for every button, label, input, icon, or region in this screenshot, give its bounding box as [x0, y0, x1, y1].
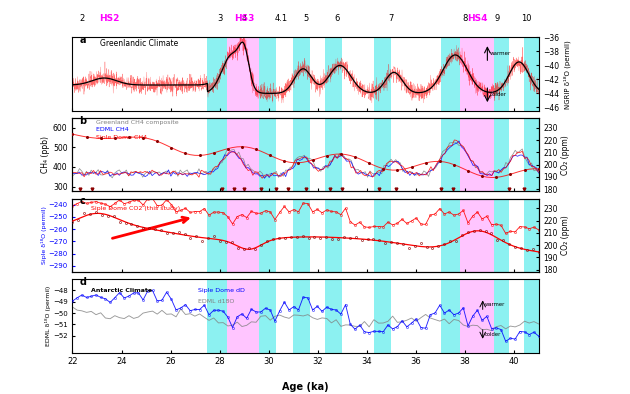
Bar — [374, 118, 391, 191]
Text: warmer: warmer — [485, 302, 505, 307]
Bar — [294, 37, 311, 111]
Bar — [440, 279, 460, 353]
Bar — [460, 279, 495, 353]
Text: 4.1: 4.1 — [275, 14, 287, 23]
Bar — [325, 199, 342, 272]
Y-axis label: CO₂ (ppm): CO₂ (ppm) — [561, 216, 570, 255]
Bar — [374, 37, 391, 111]
Text: c: c — [79, 197, 85, 206]
Bar — [460, 37, 495, 111]
Y-axis label: CH₄ (ppb): CH₄ (ppb) — [41, 136, 50, 173]
Bar — [460, 118, 495, 191]
Y-axis label: NGRIP δ¹⁸O (permil): NGRIP δ¹⁸O (permil) — [564, 40, 571, 108]
Text: colder: colder — [490, 92, 507, 97]
Bar — [227, 118, 259, 191]
Bar — [524, 118, 539, 191]
Text: Siple Dome CO2 (this study): Siple Dome CO2 (this study) — [91, 206, 180, 211]
Bar — [374, 199, 391, 272]
Bar — [325, 279, 342, 353]
Text: EDML CH4: EDML CH4 — [96, 127, 129, 132]
Bar — [207, 118, 227, 191]
Text: 3: 3 — [217, 14, 222, 23]
Bar — [207, 37, 227, 111]
Text: Greenland CH4 composite: Greenland CH4 composite — [96, 120, 178, 125]
Bar — [207, 279, 227, 353]
Text: Age (ka): Age (ka) — [282, 382, 329, 392]
Bar — [495, 37, 509, 111]
Bar — [294, 199, 311, 272]
Text: HS3: HS3 — [234, 14, 255, 23]
Bar — [259, 118, 276, 191]
Text: 6: 6 — [335, 14, 340, 23]
Text: 9: 9 — [495, 14, 500, 23]
Bar — [259, 199, 276, 272]
Text: HS2: HS2 — [99, 14, 120, 23]
Bar — [524, 279, 539, 353]
Bar — [325, 118, 342, 191]
Text: b: b — [79, 116, 86, 126]
Text: 5: 5 — [303, 14, 308, 23]
Bar — [524, 37, 539, 111]
Text: Antarctic Climate: Antarctic Climate — [91, 288, 152, 294]
Bar — [495, 199, 509, 272]
Bar — [227, 37, 259, 111]
Bar — [374, 279, 391, 353]
Bar — [227, 279, 259, 353]
Text: Siple Dome dD: Siple Dome dD — [198, 288, 245, 294]
Y-axis label: CO₂ (ppm): CO₂ (ppm) — [561, 135, 570, 175]
Y-axis label: Siple δ¹⁸O (permil): Siple δ¹⁸O (permil) — [41, 206, 47, 264]
Text: 8: 8 — [462, 14, 467, 23]
Bar — [495, 279, 509, 353]
Text: colder: colder — [485, 332, 501, 337]
Bar — [440, 118, 460, 191]
Text: EDML d18O: EDML d18O — [198, 299, 235, 305]
Y-axis label: EDML δ¹⁸O (permil): EDML δ¹⁸O (permil) — [45, 286, 52, 346]
Bar — [227, 199, 259, 272]
Text: d: d — [79, 277, 86, 287]
Text: a: a — [79, 35, 86, 45]
Bar — [460, 199, 495, 272]
Bar — [259, 37, 276, 111]
Bar — [440, 199, 460, 272]
Bar — [294, 279, 311, 353]
Bar — [440, 37, 460, 111]
Bar — [495, 118, 509, 191]
Bar — [207, 199, 227, 272]
Bar — [294, 118, 311, 191]
Text: Siple Dome CH4: Siple Dome CH4 — [96, 135, 147, 139]
Text: 7: 7 — [389, 14, 394, 23]
Text: Greenlandic Climate: Greenlandic Climate — [100, 39, 179, 48]
Text: HS4: HS4 — [467, 14, 488, 23]
Text: 4: 4 — [241, 14, 247, 23]
Bar — [325, 37, 342, 111]
Bar — [524, 199, 539, 272]
Text: 10: 10 — [521, 14, 532, 23]
Text: warmer: warmer — [490, 51, 511, 56]
Text: 2: 2 — [79, 14, 85, 23]
Bar — [259, 279, 276, 353]
